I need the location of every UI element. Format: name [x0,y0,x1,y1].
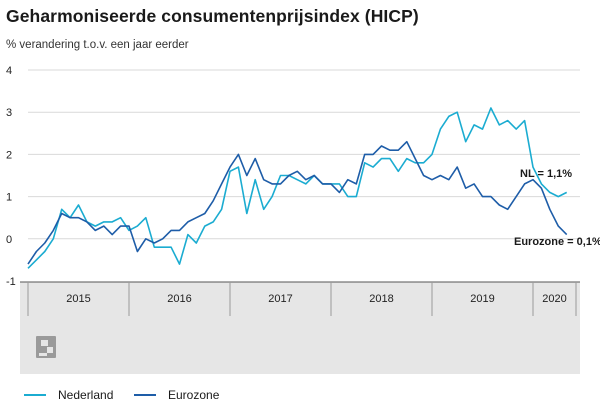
grid-lines [28,69,580,240]
y-tick-label: 2 [6,149,12,161]
series-lines [27,107,568,269]
x-tick-label: 2018 [369,293,393,305]
y-tick-label: -1 [6,276,16,288]
x-axis-panel [20,282,580,374]
y-tick-label: 4 [6,65,12,77]
y-tick-label: 3 [6,107,12,119]
legend-label-nederland: Nederland [58,388,114,402]
x-tick-label: 2020 [542,293,566,305]
y-tick-label: 1 [6,192,12,204]
y-tick-label: 0 [6,234,12,246]
logo-cell [41,340,48,346]
series-line-nederland [27,107,568,269]
logo-cell [47,347,53,353]
x-tick-label: 2019 [470,293,494,305]
legend-swatch-eurozone [134,394,156,396]
chart-title: Geharmoniseerde consumentenprijsindex (H… [6,6,419,26]
annotation-eurozone: Eurozone = 0,1% [514,236,600,248]
x-axis-year-labels: 2015 2016 2017 2018 2019 2020 [66,293,566,305]
chart-subtitle: % verandering t.o.v. een jaar eerder [6,39,189,51]
x-tick-label: 2017 [268,293,292,305]
x-tick-label: 2015 [66,293,90,305]
legend-item-eurozone: Eurozone [134,388,219,402]
legend-item-nederland: Nederland [24,388,113,402]
cbs-logo-icon [36,336,56,358]
legend-swatch-nederland [24,394,46,396]
annotation-nl: NL = 1,1% [520,168,573,180]
legend-label-eurozone: Eurozone [168,388,220,402]
series-line-eurozone [27,140,568,265]
y-axis-ticks: -1 0 1 2 3 4 [6,65,16,288]
x-axis-band [20,281,580,374]
logo-cell [39,353,47,356]
x-tick-label: 2016 [167,293,191,305]
